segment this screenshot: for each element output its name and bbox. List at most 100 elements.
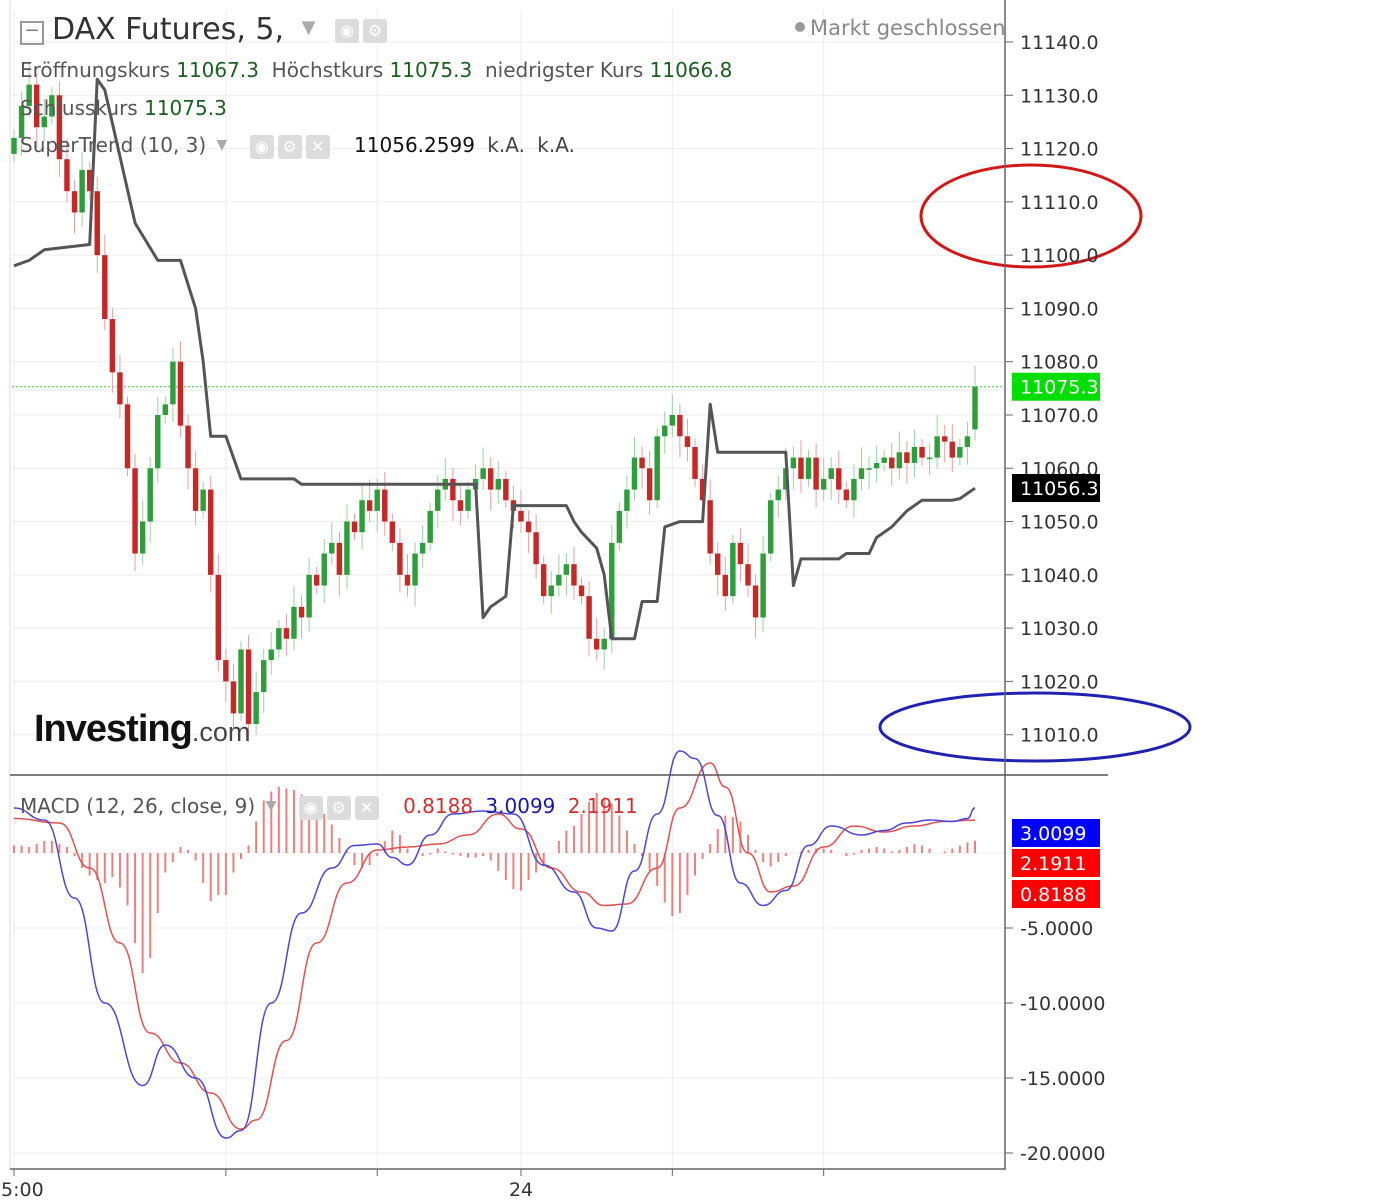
price-tick-label: 11130.0 [1020,85,1099,107]
candle [56,95,63,160]
axes-frame [9,0,1108,1170]
macd-label: MACD (12, 26, close, 9) [20,794,256,818]
supertrend-tag-bg [1012,473,1100,502]
candle [949,441,956,458]
candle [419,542,426,554]
supertrend-legend: SuperTrend (10, 3) ▼ ◉ ⚙ ✕ 11056.2599 k.A.… [20,133,575,159]
candle [911,446,918,463]
supertrend-na-2: k.A. [537,133,575,157]
candle [919,446,925,458]
histogram-tag: 0.8188 [1020,884,1086,906]
eye-icon[interactable]: ◉ [334,18,359,43]
price-tick-label: 11030.0 [1020,618,1099,640]
candle [283,628,290,639]
macd-line-value: 3.0099 [485,794,556,818]
candle [329,542,335,554]
candle [64,159,70,192]
candle [866,468,872,470]
gear-icon[interactable]: ⚙ [362,18,387,43]
macd-lines [13,750,976,1139]
candle [745,564,751,586]
candle [624,489,630,511]
candle [715,553,721,575]
candle [722,574,729,597]
macd-tick-label: -20.0000 [1020,1143,1105,1165]
time-axis: 5:00 24 [1,1169,825,1201]
open-value: 11067.3 [176,58,259,82]
candle [351,521,358,533]
candle [790,457,797,469]
candle [805,457,812,479]
signal-tag: 2.1911 [1020,853,1086,875]
candle [124,404,131,469]
candle [382,489,388,522]
candle [117,372,123,405]
chevron-down-icon[interactable]: ▼ [265,798,277,814]
candle [253,692,259,725]
candle [49,95,55,117]
gear-icon[interactable]: ⚙ [277,134,302,159]
symbol-title: DAX Futures, 5, [52,12,285,47]
candle [487,468,494,490]
candle [139,521,146,554]
candle [155,414,161,469]
candle [177,361,184,426]
eye-icon[interactable]: ◉ [298,795,323,820]
candle [684,436,691,447]
gear-icon[interactable]: ⚙ [326,795,351,820]
candle [518,510,524,522]
price-tick-label: 11020.0 [1020,671,1099,693]
candle [366,500,373,511]
close-icon[interactable]: ✕ [305,134,330,159]
candle [268,649,274,661]
time-tick-label: 24 [509,1179,533,1201]
candle [306,574,312,618]
candle [533,532,539,565]
macd-histogram [13,787,976,973]
candle [503,478,509,501]
candle [313,574,320,586]
close-icon[interactable]: ✕ [354,795,379,820]
candle [215,574,222,661]
candle [609,542,615,639]
candle [404,574,411,586]
candle [737,542,744,565]
candle [192,468,199,511]
candle [344,521,350,575]
candle [889,457,895,469]
last-price-tag: 11075.3 [1020,377,1099,399]
supertrend-label: SuperTrend (10, 3) [20,133,207,157]
collapse-icon[interactable]: − [20,21,44,45]
eye-icon[interactable]: ◉ [249,134,274,159]
candle [291,606,297,639]
candle [843,489,850,501]
signal-line [13,762,976,1130]
chevron-down-icon[interactable]: ▼ [301,17,316,38]
candle [200,489,206,511]
macd-tag: 3.0099 [1020,823,1086,845]
chevron-down-icon[interactable]: ▼ [216,137,228,153]
candle [170,361,176,405]
candle [851,478,857,501]
price-tick-label: 11050.0 [1020,512,1099,534]
candle [957,446,963,458]
candle [654,436,660,501]
candle [707,500,713,554]
candle [435,489,441,511]
candle [858,468,865,479]
candle [397,542,403,575]
candle [132,468,138,554]
candle [450,478,456,501]
candle [798,457,804,479]
market-status: Markt geschlossen [795,16,1006,40]
price-tick-label: 11120.0 [1020,139,1099,161]
red-ellipse-annotation [919,163,1143,269]
macd-tick-label: -15.0000 [1020,1068,1105,1090]
symbol-header: − DAX Futures, 5, ▼ ◉ ⚙ [20,12,391,47]
candle [586,596,592,639]
candle [964,436,971,447]
supertrend-value: 11056.2599 [354,133,475,157]
candle [374,489,380,511]
candle [639,457,645,469]
